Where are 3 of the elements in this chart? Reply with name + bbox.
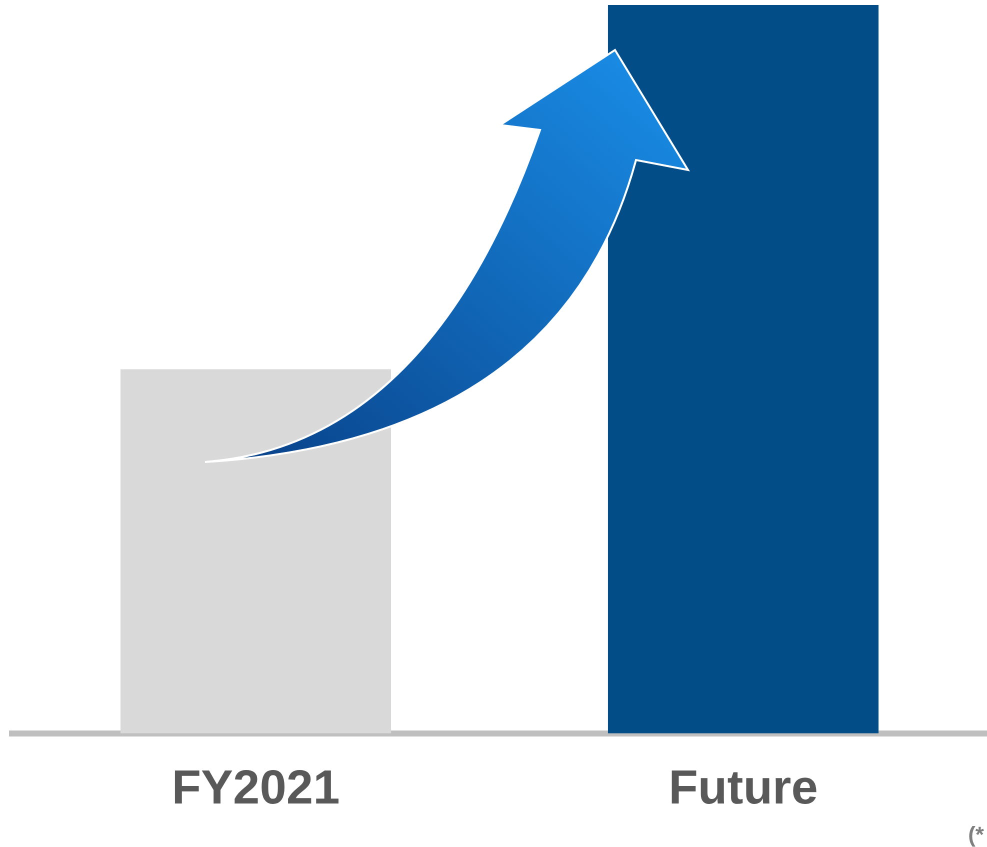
x-tick-label: FY2021: [172, 761, 340, 814]
text: (*: [968, 822, 984, 847]
x-tick-label: Future: [668, 761, 818, 814]
